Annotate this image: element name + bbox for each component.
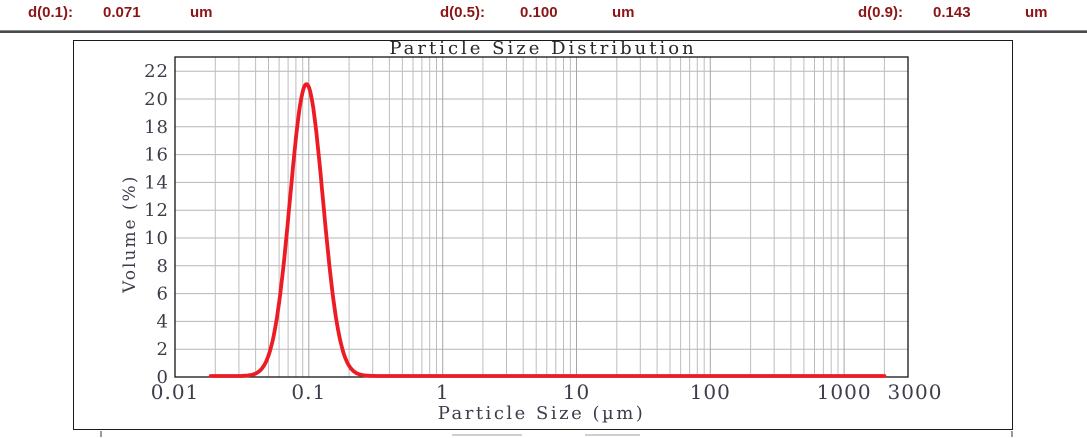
svg-text:3000: 3000 <box>888 380 943 404</box>
x-axis-label: Particle Size (µm) <box>437 403 646 424</box>
svg-text:100: 100 <box>690 380 731 404</box>
d90-label: d(0.9): <box>858 4 903 21</box>
header-divider <box>0 30 1087 33</box>
svg-text:1: 1 <box>436 380 450 404</box>
cropped-section-artifact <box>100 431 102 437</box>
svg-text:6: 6 <box>157 284 169 305</box>
svg-text:8: 8 <box>157 256 169 277</box>
d90-value: 0.143 <box>933 4 971 21</box>
d10-unit: um <box>190 4 213 21</box>
svg-text:0.01: 0.01 <box>151 380 200 404</box>
distribution-plot: 0 2 4 6 8 10 12 14 16 18 20 22 0.01 0.1 1 10 100 1000 3000 <box>144 56 943 404</box>
d50-unit: um <box>612 4 635 21</box>
cropped-section-artifact <box>1011 431 1013 437</box>
chart-frame: Particle Size Distribution 0 2 4 6 8 10 12 14 16… <box>73 40 1013 430</box>
svg-text:12: 12 <box>144 200 169 221</box>
d50-value: 0.100 <box>520 4 558 21</box>
svg-text:10: 10 <box>144 228 169 249</box>
cropped-section-artifact <box>585 434 640 436</box>
svg-text:22: 22 <box>144 61 169 82</box>
svg-text:16: 16 <box>144 145 169 166</box>
d90-unit: um <box>1025 4 1048 21</box>
svg-text:0: 0 <box>157 367 169 388</box>
d10-value: 0.071 <box>103 4 141 21</box>
svg-text:10: 10 <box>563 380 590 404</box>
svg-text:4: 4 <box>157 311 169 332</box>
svg-text:14: 14 <box>144 172 169 193</box>
cropped-section-artifact <box>452 434 522 436</box>
d50-label: d(0.5): <box>440 4 485 21</box>
svg-text:20: 20 <box>144 89 169 110</box>
y-axis-label: Volume (%) <box>120 174 140 293</box>
svg-text:1000: 1000 <box>817 380 872 404</box>
svg-text:0.1: 0.1 <box>291 380 326 404</box>
chart-title: Particle Size Distribution <box>389 38 697 59</box>
d10-label: d(0.1): <box>28 4 73 21</box>
svg-text:18: 18 <box>144 117 169 138</box>
svg-text:2: 2 <box>157 339 169 360</box>
